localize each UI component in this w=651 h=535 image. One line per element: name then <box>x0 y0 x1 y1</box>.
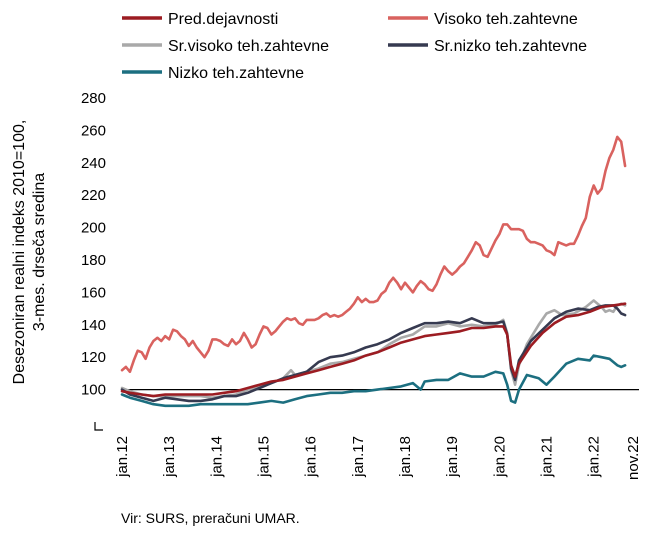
y-tick-label: 220 <box>81 187 106 204</box>
legend-label: Nizko teh.zahtevne <box>168 65 304 82</box>
x-tick-label: jan.18 <box>397 436 414 478</box>
series-line <box>120 135 627 374</box>
x-axis: jan.12 jan.13 jan.14 jan.15 jan.16 jan.17 jan.… <box>114 436 642 480</box>
y-axis-title-line: 3-mes. drseča sredina <box>31 173 48 331</box>
legend-label: Pred.dejavnosti <box>168 11 278 28</box>
x-tick-label: jan.14 <box>208 436 225 478</box>
series-line <box>120 304 627 403</box>
x-tick-label: jan.16 <box>303 436 320 478</box>
legend-label: Sr.visoko teh.zahtevne <box>168 38 329 55</box>
x-tick-label: jan.17 <box>350 436 367 478</box>
chart-legend: Pred.dejavnosti Visoko teh.zahtevne Sr.vis… <box>122 11 587 82</box>
y-tick-label: 120 <box>81 349 106 366</box>
y-axis-title-line: Desezoniran realni indeks 2010=100, <box>11 120 28 385</box>
x-tick-label: jan.21 <box>539 436 556 478</box>
series-line <box>120 354 627 408</box>
x-tick-label: jan.20 <box>491 436 508 478</box>
legend-label: Visoko teh.zahtevne <box>434 11 578 28</box>
x-tick-label: nov.22 <box>625 436 642 480</box>
source-note: Vir: SURS, preračuni UMAR. <box>121 510 300 526</box>
y-tick-label: 100 <box>81 382 106 399</box>
y-tick-label: 180 <box>81 252 106 269</box>
y-axis: 100 120 140 160 180 200 220 240 260 280 <box>81 90 639 431</box>
legend-label: Sr.nizko teh.zahtevne <box>434 38 587 55</box>
y-tick-label: 160 <box>81 284 106 301</box>
y-tick-label: 200 <box>81 220 106 237</box>
y-axis-title: Desezoniran realni indeks 2010=100, 3-mes… <box>11 120 48 385</box>
y-tick-label: 280 <box>81 90 106 107</box>
y-tick-label: 140 <box>81 317 106 334</box>
x-tick-label: jan.22 <box>586 436 603 478</box>
x-tick-label: jan.12 <box>114 436 131 478</box>
x-tick-label: jan.15 <box>256 436 273 478</box>
x-tick-label: jan.19 <box>444 436 461 478</box>
series-line <box>120 302 627 398</box>
series-layer <box>120 135 627 408</box>
axis-break-marker <box>94 422 103 431</box>
y-tick-label: 240 <box>81 155 106 172</box>
x-tick-label: jan.13 <box>161 436 178 478</box>
y-tick-label: 260 <box>81 122 106 139</box>
